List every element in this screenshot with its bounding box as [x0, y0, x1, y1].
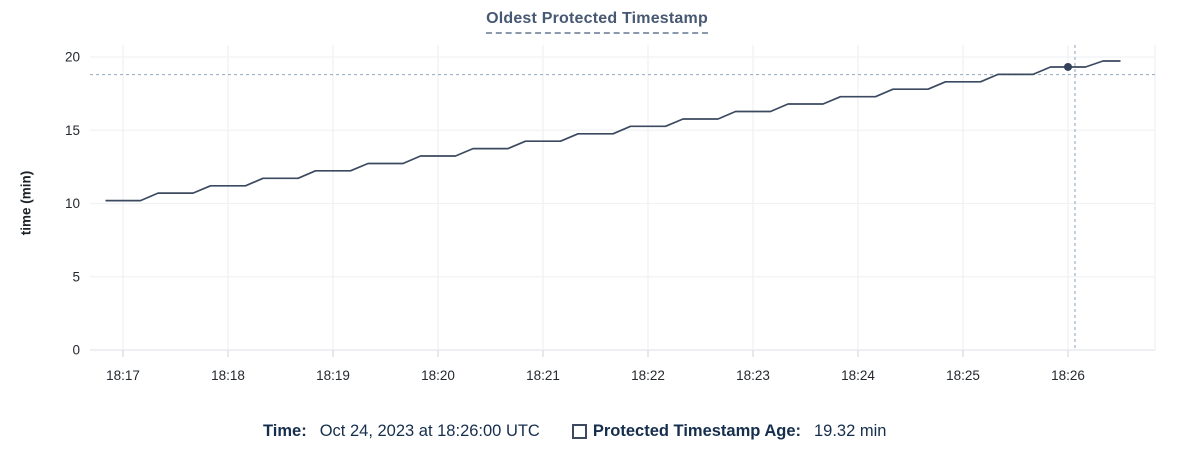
- x-tick-label: 18:19: [316, 368, 350, 383]
- series-line: [105, 60, 1121, 202]
- x-tick-label: 18:18: [211, 368, 245, 383]
- chart-legend: Time: Oct 24, 2023 at 18:26:00 UTC Prote…: [263, 422, 886, 441]
- x-tick-label: 18:25: [946, 368, 980, 383]
- y-tick-label: 0: [72, 343, 80, 358]
- y-tick-label: 10: [65, 196, 80, 211]
- x-tick-label: 18:17: [106, 368, 140, 383]
- chart-plot-area[interactable]: 0 5 10 15 20 18:17 18:18 18:19 18:20 18:21 18:22 18…: [0, 0, 1194, 402]
- x-tick-label: 18:21: [526, 368, 560, 383]
- legend-time-value: Oct 24, 2023 at 18:26:00 UTC: [319, 422, 540, 440]
- legend-series-label: Protected Timestamp Age:: [592, 422, 801, 440]
- series-toggle-checkbox[interactable]: [571, 424, 587, 439]
- x-tick-label: 18:22: [631, 368, 665, 383]
- x-tick-label: 18:26: [1051, 368, 1085, 383]
- y-tick-label: 5: [72, 269, 80, 284]
- legend-series-value: 19.32 min: [814, 422, 887, 440]
- y-tick-label: 15: [65, 123, 80, 138]
- x-tick-label: 18:23: [736, 368, 770, 383]
- chart-title-row: Oldest Protected Timestamp: [0, 10, 1194, 34]
- y-tick-label: 20: [65, 50, 80, 65]
- x-tick-label: 18:20: [421, 368, 455, 383]
- chart-title[interactable]: Oldest Protected Timestamp: [486, 10, 708, 34]
- legend-time-label: Time:: [263, 422, 307, 440]
- hover-point-dot: [1064, 62, 1072, 71]
- x-tick-label: 18:24: [841, 368, 875, 383]
